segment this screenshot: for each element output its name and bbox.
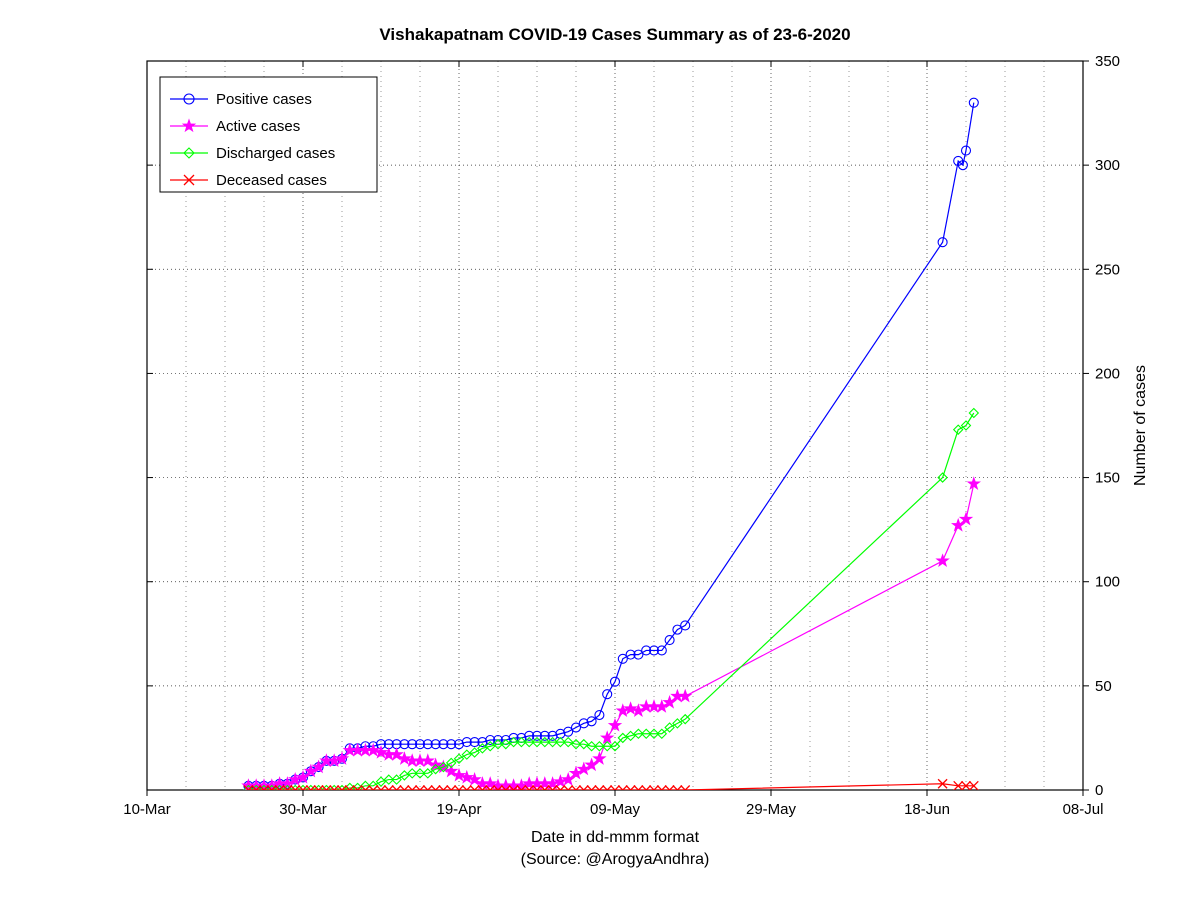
ytick-label: 200 (1095, 365, 1120, 382)
legend-label: Discharged cases (216, 145, 335, 162)
x-axis-sublabel: (Source: @ArogyaAndhra) (521, 851, 710, 868)
chart-container: 10-Mar 30-Mar 19-Apr 09-May 29-May 18-Jun 08-J… (0, 0, 1200, 898)
legend-label: Active cases (216, 118, 300, 135)
covid-line-chart: 10-Mar 30-Mar 19-Apr 09-May 29-May 18-Jun 08-J… (0, 0, 1200, 898)
xtick-label: 18-Jun (904, 801, 950, 818)
xtick-label: 30-Mar (279, 801, 327, 818)
ytick-label: 50 (1095, 678, 1112, 695)
xtick-label: 19-Apr (436, 801, 481, 818)
legend-label: Deceased cases (216, 172, 327, 189)
xtick-label: 10-Mar (123, 801, 171, 818)
x-axis-label: Date in dd-mmm format (531, 829, 700, 846)
ytick-label: 350 (1095, 53, 1120, 70)
ytick-label: 100 (1095, 574, 1120, 591)
ytick-label: 250 (1095, 261, 1120, 278)
xtick-label: 29-May (746, 801, 797, 818)
chart-title: Vishakapatnam COVID-19 Cases Summary as … (379, 25, 850, 44)
xtick-label: 08-Jul (1063, 801, 1104, 818)
ytick-label: 300 (1095, 157, 1120, 174)
y-axis-label: Number of cases (1132, 365, 1149, 486)
ytick-label: 0 (1095, 782, 1103, 799)
xtick-label: 09-May (590, 801, 641, 818)
legend: Positive cases Active cases Discharged cas… (160, 77, 377, 192)
legend-label: Positive cases (216, 91, 312, 108)
ytick-label: 150 (1095, 470, 1120, 487)
